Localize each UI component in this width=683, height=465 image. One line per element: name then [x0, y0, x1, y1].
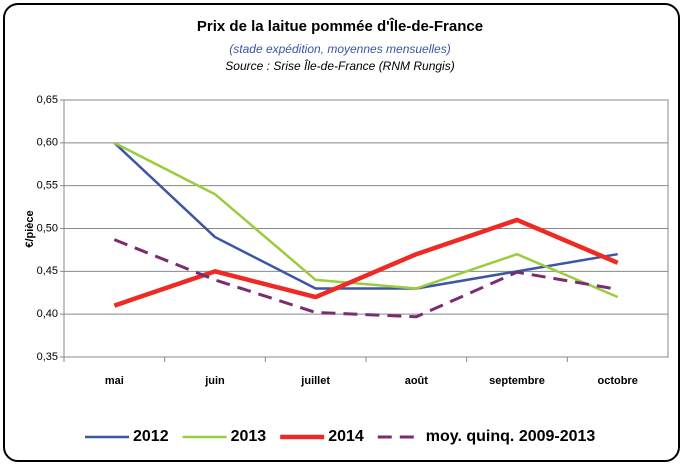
y-tick-label: 0,65	[37, 94, 58, 106]
y-tick-label: 0,35	[37, 351, 58, 363]
y-tick-label: 0,55	[37, 180, 58, 192]
series-line	[113, 141, 618, 290]
y-axis-label: €/pièce	[24, 210, 36, 247]
legend-label: 2013	[231, 428, 267, 445]
chart-frame	[3, 3, 680, 462]
legend-label: 2014	[328, 428, 364, 445]
chart-title: Prix de la laitue pommée d'Île-de-France	[197, 17, 483, 35]
chart-subtitle: (stade expédition, moyennes mensuelles)	[229, 42, 450, 56]
series-line	[113, 141, 619, 299]
x-tick-label: septembre	[489, 375, 545, 387]
y-tick-label: 0,50	[37, 222, 58, 234]
x-tick-label: juillet	[300, 375, 330, 387]
x-tick-label: juin	[204, 375, 225, 387]
chart-source: Source : Srise Île-de-France (RNM Rungis…	[225, 58, 454, 73]
y-tick-label: 0,45	[37, 265, 58, 277]
legend-label: 2012	[133, 428, 169, 445]
y-tick-label: 0,40	[37, 308, 58, 320]
series-line	[113, 217, 619, 308]
x-tick-label: mai	[105, 375, 124, 387]
x-tick-label: août	[405, 375, 429, 387]
y-tick-label: 0,60	[37, 137, 58, 149]
series-line	[113, 238, 618, 319]
x-tick-label: octobre	[597, 375, 637, 387]
legend-label: moy. quinq. 2009-2013	[426, 428, 596, 445]
